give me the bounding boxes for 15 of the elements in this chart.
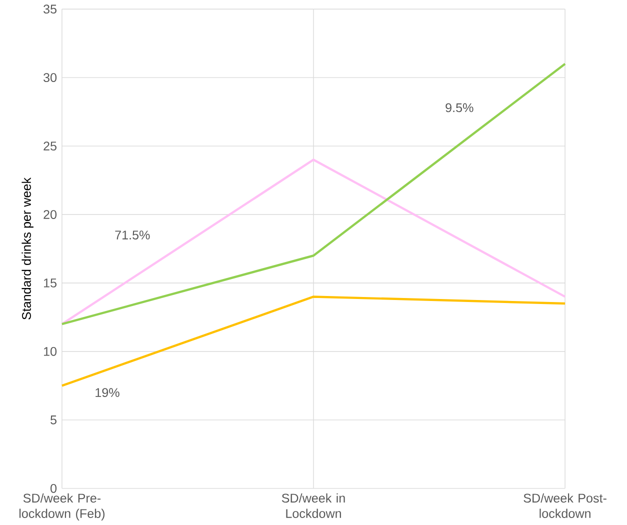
annotation: 19%: [96, 388, 120, 397]
annotation: 9.5%: [446, 103, 474, 112]
y-tick-label: 20: [44, 210, 57, 219]
annotation: 71.5%: [115, 230, 150, 240]
y-tick-label: 25: [44, 142, 56, 150]
y-tick-label: 5: [50, 416, 56, 424]
y-tick-label: 15: [44, 278, 56, 288]
y-tick-label: 10: [44, 346, 57, 356]
y-axis-title: Standard drinks per week: [22, 177, 34, 320]
x-tick-label: SD/week in Lockdown: [282, 493, 345, 518]
y-tick-label: 35: [44, 4, 56, 14]
x-tick-label: SD/week Pre-lockdown (Feb): [19, 493, 105, 520]
x-tick-label: SD/week Post-lockdown: [524, 493, 606, 518]
y-tick-label: 30: [44, 73, 57, 82]
y-tick-label: 0: [50, 484, 57, 493]
